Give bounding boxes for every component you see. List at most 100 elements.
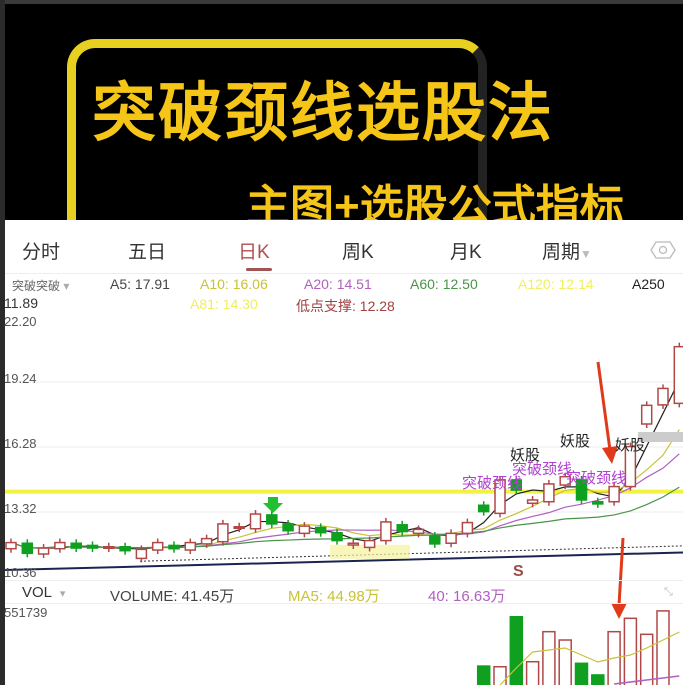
candle-up xyxy=(200,537,213,545)
volume-bar xyxy=(476,665,491,685)
candle-down xyxy=(282,523,294,532)
candle-up xyxy=(494,479,506,515)
red-arrow-head-icon xyxy=(611,603,627,619)
red-arrow-icon xyxy=(617,537,625,606)
candle-down xyxy=(592,500,604,505)
low-support-value: 低点支撑: 12.28 xyxy=(296,298,395,314)
ma-line xyxy=(10,379,680,550)
volume-value: VOLUME: 41.45万 xyxy=(110,588,235,605)
current-price: 11.89 xyxy=(4,295,38,311)
left-edge xyxy=(0,0,5,685)
vol-max-label: 551739 xyxy=(4,605,48,620)
y-tick: 19.24 xyxy=(4,371,37,386)
active-tab-indicator xyxy=(246,268,272,271)
y-tick: 22.20 xyxy=(4,314,37,329)
candle-down xyxy=(575,479,588,501)
indicator-selector[interactable]: 突破突破 ▾ xyxy=(12,277,69,294)
candle-up xyxy=(673,345,683,405)
candle-up xyxy=(135,548,148,560)
highlight-zone xyxy=(330,544,410,559)
candle-up xyxy=(559,475,571,486)
candle-up xyxy=(233,526,245,530)
ma60-value: A60: 12.50 xyxy=(410,276,478,292)
volume-bar xyxy=(509,615,524,685)
vol-ma40-line xyxy=(614,675,680,685)
support-dotted-line xyxy=(139,545,683,562)
candle-up xyxy=(526,499,539,505)
divider xyxy=(5,603,683,604)
candle-up xyxy=(608,485,620,503)
candle-down xyxy=(331,531,343,542)
vol-ma40-value: 40: 16.63万 xyxy=(428,588,506,605)
vol-ma5-value: MA5: 44.98万 xyxy=(288,588,380,605)
candle-up xyxy=(151,541,164,551)
candle-up xyxy=(54,541,66,550)
indicator-name: 突破突破 xyxy=(12,279,61,293)
breakout-label: 突破颈线 xyxy=(566,470,627,487)
price-tag-box xyxy=(638,432,683,442)
tab-monthly-k[interactable]: 月K xyxy=(450,242,482,263)
ma10-value: A10: 16.06 xyxy=(200,276,268,292)
expand-icon[interactable]: ⤡ xyxy=(664,586,673,598)
ma20-value: A20: 14.51 xyxy=(304,276,372,292)
candle-up xyxy=(363,539,376,549)
tab-period[interactable]: 周期▼ xyxy=(542,237,592,264)
eye-hexagon-icon[interactable] xyxy=(650,240,676,260)
candle-up xyxy=(37,547,50,555)
candle-up xyxy=(380,521,392,542)
tab-period-label: 周期 xyxy=(542,242,581,263)
candle-up xyxy=(461,521,474,535)
breakout-label: 突破颈线 xyxy=(462,475,523,492)
breakout-label: 突破颈线 xyxy=(512,461,573,478)
tab-five-day[interactable]: 五日 xyxy=(128,242,167,263)
buy-arrow-icon xyxy=(263,497,283,513)
candle-down xyxy=(396,524,408,533)
candle-up xyxy=(412,528,425,535)
tab-weekly-k[interactable]: 周K xyxy=(342,242,374,263)
candle-up xyxy=(657,387,669,406)
volume-bar xyxy=(591,674,605,685)
candle-up xyxy=(249,513,262,530)
candle-down xyxy=(168,544,180,550)
chevron-down-icon: ▾ xyxy=(63,279,70,293)
volume-bar xyxy=(558,639,572,685)
chevron-down-icon: ▾ xyxy=(59,588,66,600)
ma120-value: A120: 12.14 xyxy=(518,276,594,292)
candle-down xyxy=(86,544,99,549)
y-tick: 13.32 xyxy=(4,501,37,516)
volume-bar xyxy=(542,630,556,685)
candle-down xyxy=(266,514,278,525)
ma250-line xyxy=(4,551,683,572)
tab-intraday[interactable]: 分时 xyxy=(22,242,61,263)
red-arrow-icon xyxy=(596,361,612,451)
vol-indicator-name: VOL xyxy=(22,584,52,601)
candle-up xyxy=(347,542,360,546)
divider xyxy=(5,580,683,581)
candle-up xyxy=(103,545,115,549)
y-tick: 16.28 xyxy=(4,436,37,451)
candle-down xyxy=(314,526,327,534)
vol-ma5-line xyxy=(499,631,680,685)
candle-up xyxy=(5,541,17,550)
yaogu-label: 妖股 xyxy=(560,433,591,450)
candle-down xyxy=(477,504,490,513)
red-arrow-head-icon xyxy=(602,446,618,464)
y-tick: 10.36 xyxy=(4,565,37,580)
candle-down xyxy=(21,542,34,555)
yaogu-label: 妖股 xyxy=(510,447,541,464)
ma250-value: A250 xyxy=(632,276,665,292)
candle-up xyxy=(543,483,555,503)
candle-down xyxy=(429,535,441,545)
yaogu-label: 妖股 xyxy=(615,437,646,454)
tab-daily-k[interactable]: 日K xyxy=(238,242,270,263)
volume-bar xyxy=(656,610,670,685)
divider xyxy=(5,273,683,274)
vol-indicator-selector[interactable]: VOL ▾ xyxy=(22,584,65,601)
candle-down xyxy=(510,479,523,491)
candle-up xyxy=(184,541,197,551)
volume-bar xyxy=(639,633,654,685)
volume-bar xyxy=(623,617,638,685)
volume-bar xyxy=(574,662,589,685)
candle-down xyxy=(70,542,82,549)
